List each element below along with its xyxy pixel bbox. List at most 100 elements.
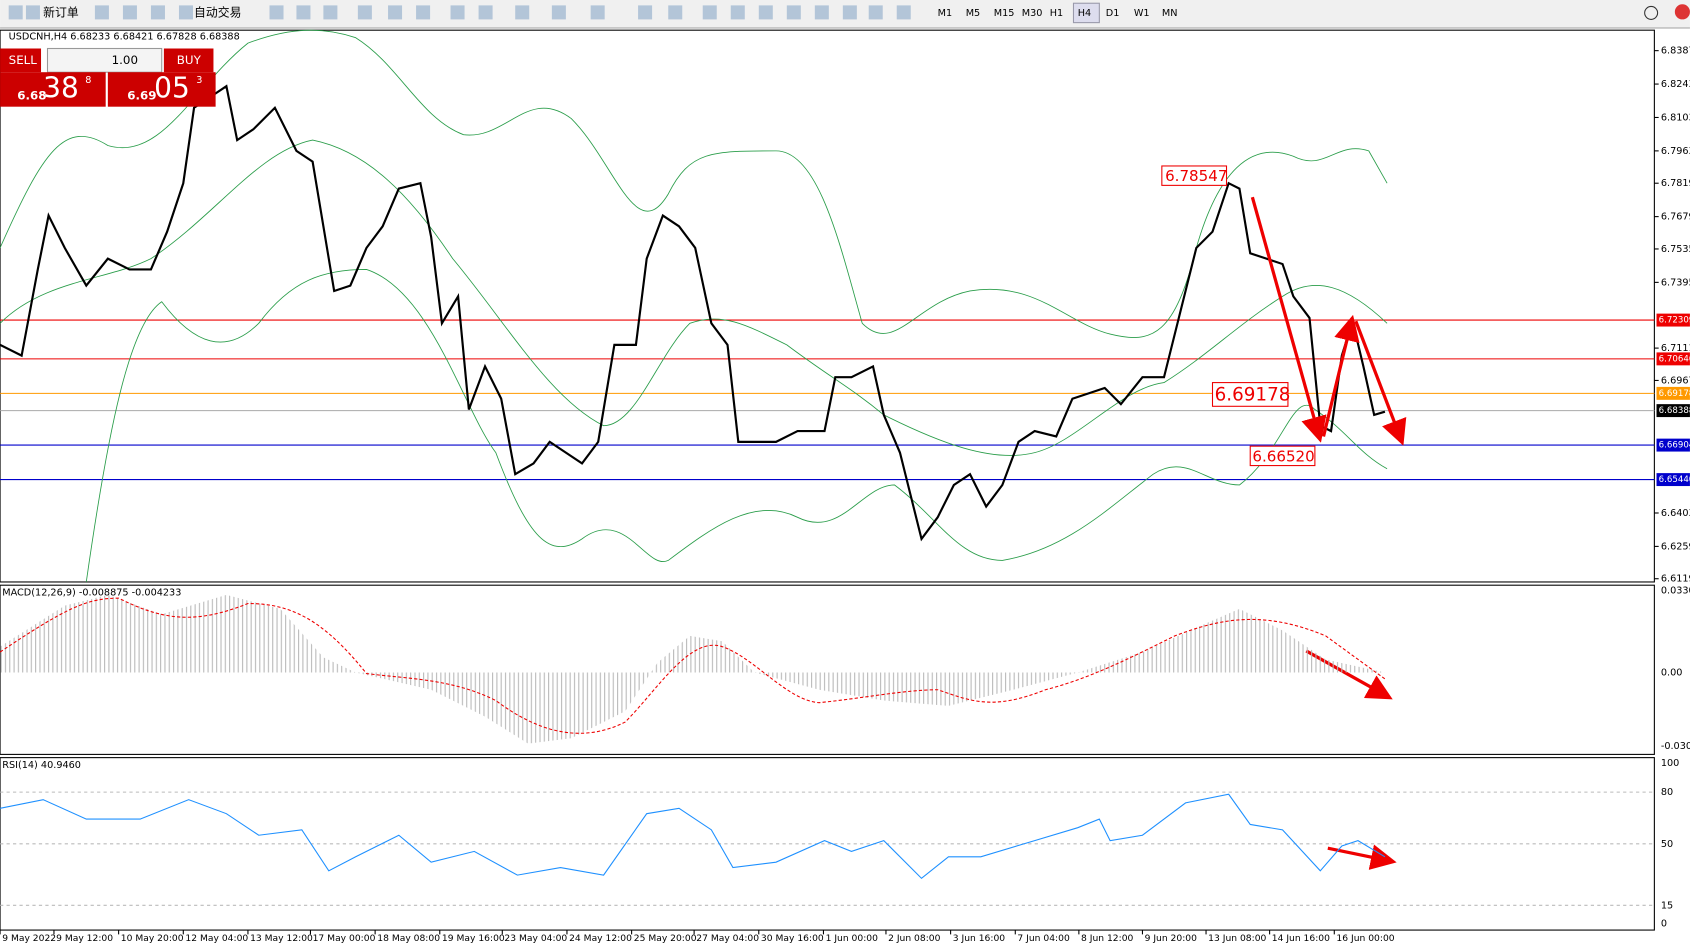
timeframe-button[interactable]: W1 xyxy=(1134,8,1150,19)
toolbar-icon[interactable] xyxy=(416,5,431,20)
price-tag xyxy=(1656,404,1690,418)
auto-trading-button[interactable]: 自动交易 xyxy=(194,5,241,19)
timeframe-button[interactable]: M1 xyxy=(938,8,953,19)
time-axis-label: 27 May 04:00 xyxy=(696,933,759,943)
timeframe-button[interactable]: M5 xyxy=(966,8,981,19)
annotation: 6.78547 xyxy=(1165,167,1227,185)
lot-value: 1.00 xyxy=(112,53,138,67)
toolbar-icon[interactable] xyxy=(388,5,403,20)
toolbar-icon[interactable] xyxy=(269,5,284,20)
sell-label: SELL xyxy=(9,53,38,67)
search-icon[interactable] xyxy=(1644,5,1659,20)
toolbar-icon[interactable] xyxy=(450,5,465,20)
rsi-axis-label: 100 xyxy=(1661,758,1680,769)
toolbar-icon[interactable] xyxy=(842,5,857,20)
buy-price-point: 3 xyxy=(196,75,202,86)
price-tag xyxy=(1656,386,1690,400)
rsi-axis-label: 50 xyxy=(1661,839,1673,850)
toolbar-icon[interactable] xyxy=(638,5,653,20)
toolbar-icon[interactable] xyxy=(896,5,911,20)
time-axis-label: 19 May 16:00 xyxy=(442,933,505,943)
price-axis-label: 6.83870 xyxy=(1661,46,1690,57)
sell-price-box[interactable] xyxy=(0,72,106,107)
buy-button[interactable] xyxy=(163,48,214,73)
timeframe-button[interactable]: MN xyxy=(1162,8,1178,19)
price-candles xyxy=(0,84,1386,542)
price-axis-label: 6.64030 xyxy=(1661,508,1690,519)
toolbar-icon[interactable] xyxy=(357,5,372,20)
toolbar-icon[interactable] xyxy=(551,5,566,20)
toolbar-icon[interactable] xyxy=(8,5,23,20)
toolbar-icon[interactable] xyxy=(178,5,193,20)
sell-button[interactable] xyxy=(0,48,42,73)
price-tag-label: 6.72309 xyxy=(1659,316,1690,326)
time-axis-label: 14 Jun 16:00 xyxy=(1272,933,1330,943)
time-axis-label: 17 May 00:00 xyxy=(313,933,376,943)
toolbar-icon[interactable] xyxy=(758,5,773,20)
one-click-trading: SELL 1.00 BUY 6.68 38 8 6.69 05 3 xyxy=(0,47,216,107)
toolbar-icon[interactable] xyxy=(730,5,745,20)
time-axis-label: 9 May 2022 xyxy=(2,933,56,943)
price-tag-label: 6.69178 xyxy=(1659,389,1690,399)
toolbar-icon[interactable] xyxy=(814,5,829,20)
sell-price-pips: 38 xyxy=(43,71,79,104)
toolbar-icon[interactable] xyxy=(94,5,109,20)
price-axis-label: 6.62590 xyxy=(1661,541,1690,552)
toolbar-icon[interactable] xyxy=(150,5,165,20)
toolbar-icon[interactable] xyxy=(296,5,311,20)
bollinger-middle xyxy=(0,139,1388,456)
price-axis-label: 6.71110 xyxy=(1661,343,1690,354)
price-axis-label: 6.79630 xyxy=(1661,146,1690,157)
annotation: 6.66520 xyxy=(1252,447,1314,465)
notification-icon[interactable] xyxy=(1674,4,1690,20)
rsi-axis-label: 0 xyxy=(1661,919,1667,930)
macd-axis-label: -0.03076 xyxy=(1661,741,1690,752)
chart-header: USDCNH,H4 6.68233 6.68421 6.67828 6.6838… xyxy=(9,32,240,43)
lot-input[interactable] xyxy=(46,47,163,73)
main-chart xyxy=(0,29,1655,583)
time-axis-label: 13 Jun 08:00 xyxy=(1208,933,1266,943)
toolbar-icon[interactable] xyxy=(478,5,493,20)
toolbar-icon[interactable] xyxy=(868,5,883,20)
macd-label: MACD(12,26,9) -0.008875 -0.004233 xyxy=(2,588,181,599)
price-tag-label: 6.68388 xyxy=(1659,406,1690,416)
time-axis-label: 16 Jun 00:00 xyxy=(1336,933,1394,943)
bollinger-upper xyxy=(0,29,1388,338)
toolbar-icon[interactable] xyxy=(122,5,137,20)
timeframe-button[interactable]: H1 xyxy=(1050,8,1063,19)
price-axis-label: 6.76790 xyxy=(1661,212,1690,223)
annotation-box xyxy=(1211,382,1289,407)
toolbar-icon[interactable] xyxy=(786,5,801,20)
time-axis-label: 23 May 04:00 xyxy=(504,933,567,943)
timeframe-active xyxy=(1072,2,1100,24)
price-tag xyxy=(1656,438,1690,452)
toolbar-icon[interactable] xyxy=(25,5,40,20)
time-axis-label: 13 May 12:00 xyxy=(250,933,313,943)
sell-price-big: 6.68 xyxy=(17,88,46,102)
price-axis-label: 6.73950 xyxy=(1661,277,1690,288)
annotation-box xyxy=(1161,165,1228,186)
price-axis-label: 6.69670 xyxy=(1661,375,1690,386)
price-tag-label: 6.66904 xyxy=(1659,441,1690,451)
toolbar-icon[interactable] xyxy=(702,5,717,20)
timeframe-button[interactable]: M15 xyxy=(994,8,1015,19)
buy-price-big: 6.69 xyxy=(127,88,156,102)
timeframe-button[interactable]: M30 xyxy=(1022,8,1043,19)
annotation: 6.69178 xyxy=(1215,385,1291,406)
buy-price-box[interactable] xyxy=(107,72,216,107)
toolbar-icon[interactable] xyxy=(668,5,683,20)
toolbar-icon[interactable] xyxy=(323,5,338,20)
toolbar-icon[interactable] xyxy=(515,5,530,20)
toolbar-icon[interactable] xyxy=(590,5,605,20)
price-axis-label: 6.75350 xyxy=(1661,244,1690,255)
time-axis-label: 12 May 04:00 xyxy=(185,933,248,943)
rsi-axis-label: 80 xyxy=(1661,787,1673,798)
new-order-button[interactable]: 新订单 xyxy=(43,5,79,19)
time-axis-label: 1 Jun 00:00 xyxy=(826,933,879,943)
timeframe-button[interactable]: H4 xyxy=(1078,8,1091,19)
timeframe-button[interactable]: D1 xyxy=(1106,8,1120,19)
macd-axis-label: 0.00 xyxy=(1661,667,1683,678)
price-axis-label: 6.78190 xyxy=(1661,178,1690,189)
